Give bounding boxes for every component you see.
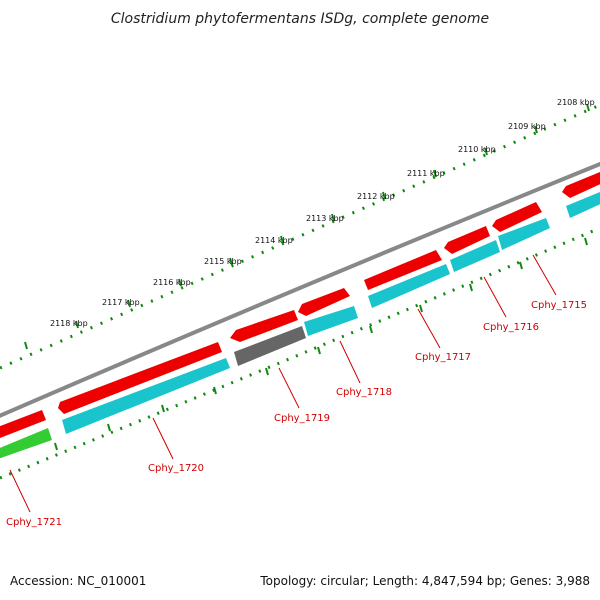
gene-feature-next-rev[interactable]: [566, 190, 600, 218]
gene-feature-cphy-1715-fwd[interactable]: [492, 202, 542, 232]
leader-line-cphy-1715: [532, 254, 557, 296]
inner-tick-mark: [54, 442, 58, 451]
gene-label-cphy-1716[interactable]: Cphy_1716: [483, 322, 539, 333]
gene-feature-cphy-1716-rev[interactable]: [450, 240, 500, 272]
tick-label: 2112 kbp: [357, 192, 395, 201]
inner-tick-mark: [265, 367, 269, 376]
gene-label-cphy-1721[interactable]: Cphy_1721: [6, 517, 62, 528]
gene-feature-cphy-1717-fwd[interactable]: [364, 250, 442, 290]
gene-feature-cphy-1719-fwd[interactable]: [230, 310, 298, 342]
genome-summary-label: Topology: circular; Length: 4,847,594 bp…: [260, 574, 590, 588]
inner-tick-mark: [213, 386, 217, 395]
tick-mark: [229, 257, 233, 266]
gene-feature-cphy-1721-fwd[interactable]: [0, 410, 46, 440]
tick-label: 2118 kbp: [50, 319, 88, 328]
leader-line-cphy-1719: [278, 367, 300, 409]
tick-label: 2117 kbp: [102, 298, 140, 307]
leader-line-cphy-1717: [417, 308, 441, 349]
tick-mark: [178, 278, 182, 287]
gene-feature-cphy-1719-rev[interactable]: [234, 326, 306, 366]
tick-mark: [382, 191, 386, 200]
inner-tick-mark: [519, 261, 523, 270]
inner-tick-mark: [419, 304, 423, 313]
gene-feature-cphy-1716-fwd[interactable]: [444, 226, 490, 254]
tick-label: 2111 kbp: [407, 169, 445, 178]
tick-mark: [280, 235, 284, 244]
inner-tick-mark: [369, 325, 373, 334]
tick-mark: [75, 320, 79, 329]
leader-line-cphy-1720: [152, 417, 174, 460]
tick-label: 2115 kbp: [204, 257, 242, 266]
tick-label: 2108 kbp: [557, 98, 595, 107]
tick-label: 2113 kbp: [306, 214, 344, 223]
tick-mark: [484, 147, 488, 156]
gene-feature-next-fwd[interactable]: [562, 170, 600, 198]
accession-label: Accession: NC_010001: [10, 574, 147, 588]
tick-mark: [586, 103, 590, 112]
tick-mark: [534, 125, 538, 134]
inner-tick-mark: [161, 404, 165, 413]
tick-label: 2114 kbp: [255, 236, 293, 245]
gene-feature-cphy-1720-fwd[interactable]: [58, 342, 222, 414]
gene-label-cphy-1715[interactable]: Cphy_1715: [531, 300, 587, 311]
tick-label: 2116 kbp: [153, 278, 191, 287]
inner-tick-mark: [469, 283, 473, 292]
gene-label-cphy-1718[interactable]: Cphy_1718: [336, 387, 392, 398]
gene-feature-cphy-1720-rev[interactable]: [62, 358, 230, 434]
gene-feature-cphy-1718-rev[interactable]: [304, 306, 358, 336]
leader-line-cphy-1718: [339, 340, 361, 384]
gene-labels: Cphy_1715 Cphy_1716 Cphy_1717 Cphy_1718 …: [6, 300, 587, 528]
gene-feature-cphy-1721-rev[interactable]: [0, 428, 52, 460]
tick-mark: [331, 213, 335, 222]
tick-mark: [127, 299, 131, 308]
gene-feature-cphy-1717-rev[interactable]: [368, 264, 450, 308]
inner-tick-mark: [584, 237, 588, 246]
leader-line-cphy-1721: [9, 469, 31, 513]
inner-scale: [0, 226, 600, 480]
forward-cds-track: [0, 170, 600, 440]
inner-scale-dots: [0, 226, 600, 480]
gene-feature-cphy-1715-rev[interactable]: [498, 218, 550, 250]
inner-tick-mark: [107, 423, 111, 432]
inner-tick-mark: [317, 346, 321, 355]
backbone-arc: [0, 161, 600, 418]
map-title: Clostridium phytofermentans ISDg, comple…: [111, 11, 489, 27]
tick-mark: [24, 341, 28, 350]
gene-label-cphy-1717[interactable]: Cphy_1717: [415, 352, 471, 363]
kbp-scale: 2108 kbp 2109 kbp 2110 kbp 2111 kbp 2112…: [0, 98, 600, 370]
gene-feature-cphy-1718-fwd[interactable]: [298, 288, 350, 316]
gene-label-cphy-1720[interactable]: Cphy_1720: [148, 463, 204, 474]
tick-mark: [433, 169, 437, 178]
leader-line-cphy-1716: [483, 276, 507, 318]
tick-label: 2110 kbp: [458, 145, 496, 154]
gene-leaders: [9, 254, 557, 513]
gene-label-cphy-1719[interactable]: Cphy_1719: [274, 413, 330, 424]
reverse-cds-track: [0, 190, 600, 460]
tick-label: 2109 kbp: [508, 122, 546, 131]
